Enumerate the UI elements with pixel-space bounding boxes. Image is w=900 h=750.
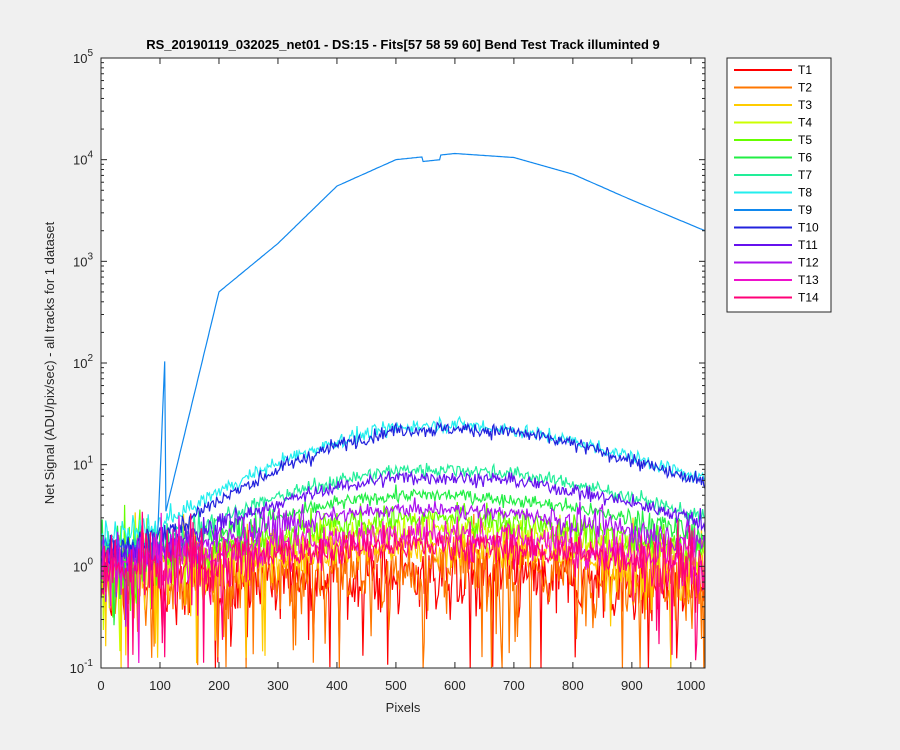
legend-label: T14 — [798, 291, 819, 305]
x-tick-label: 200 — [208, 678, 230, 693]
legend-label: T9 — [798, 203, 812, 217]
y-tick-label: 102 — [73, 353, 93, 371]
series-line-t7 — [101, 462, 705, 565]
legend-label: T12 — [798, 256, 819, 270]
y-axis-label: Net Signal (ADU/pix/sec) - all tracks fo… — [42, 221, 57, 504]
legend-label: T5 — [798, 133, 812, 147]
x-tick-label: 100 — [149, 678, 171, 693]
series-line-t1 — [101, 516, 705, 668]
series-line-t12 — [101, 497, 705, 627]
y-tick-label: 100 — [73, 556, 93, 574]
legend-label: T11 — [798, 238, 818, 252]
legend-label: T6 — [798, 151, 812, 165]
x-tick-label: 300 — [267, 678, 289, 693]
x-tick-label: 900 — [621, 678, 643, 693]
series-line-t10 — [101, 421, 705, 570]
legend-label: T2 — [798, 81, 812, 95]
y-tick-label: 104 — [73, 150, 93, 168]
y-tick-label: 101 — [73, 455, 93, 473]
legend: T1 T2 T3 T4 T5 T6 T7 T8 T9 T10 T11 T12 T13 T14 — [726, 57, 832, 313]
y-tick-label: 105 — [73, 48, 93, 66]
legend-label: T10 — [798, 221, 819, 235]
legend-label: T7 — [798, 168, 812, 182]
x-tick-label: 0 — [97, 678, 104, 693]
x-tick-label: 500 — [385, 678, 407, 693]
x-tick-label: 600 — [444, 678, 466, 693]
series-line-t13 — [101, 512, 705, 664]
x-axis: 0 100 200 300 400 500 600 700 800 900 1000 — [97, 58, 705, 693]
legend-label: T3 — [798, 98, 812, 112]
legend-label: T1 — [798, 63, 812, 77]
legend-label: T8 — [798, 186, 812, 200]
series-line-t14 — [101, 511, 705, 668]
legend-box — [726, 57, 832, 313]
series-line-t9 — [101, 152, 705, 551]
x-tick-label: 800 — [562, 678, 584, 693]
legend-label: T4 — [798, 116, 812, 130]
y-axis: 10-1 100 101 102 103 104 105 — [70, 48, 705, 676]
series-layer — [101, 152, 705, 668]
x-axis-label: Pixels — [386, 700, 421, 715]
y-tick-label: 10-1 — [70, 658, 94, 676]
legend-label: T13 — [798, 273, 819, 287]
x-tick-label: 700 — [503, 678, 525, 693]
x-tick-label: 400 — [326, 678, 348, 693]
chart-title: RS_20190119_032025_net01 - DS:15 - Fits[… — [146, 37, 660, 52]
y-tick-label: 103 — [73, 251, 93, 269]
x-tick-label: 1000 — [676, 678, 705, 693]
